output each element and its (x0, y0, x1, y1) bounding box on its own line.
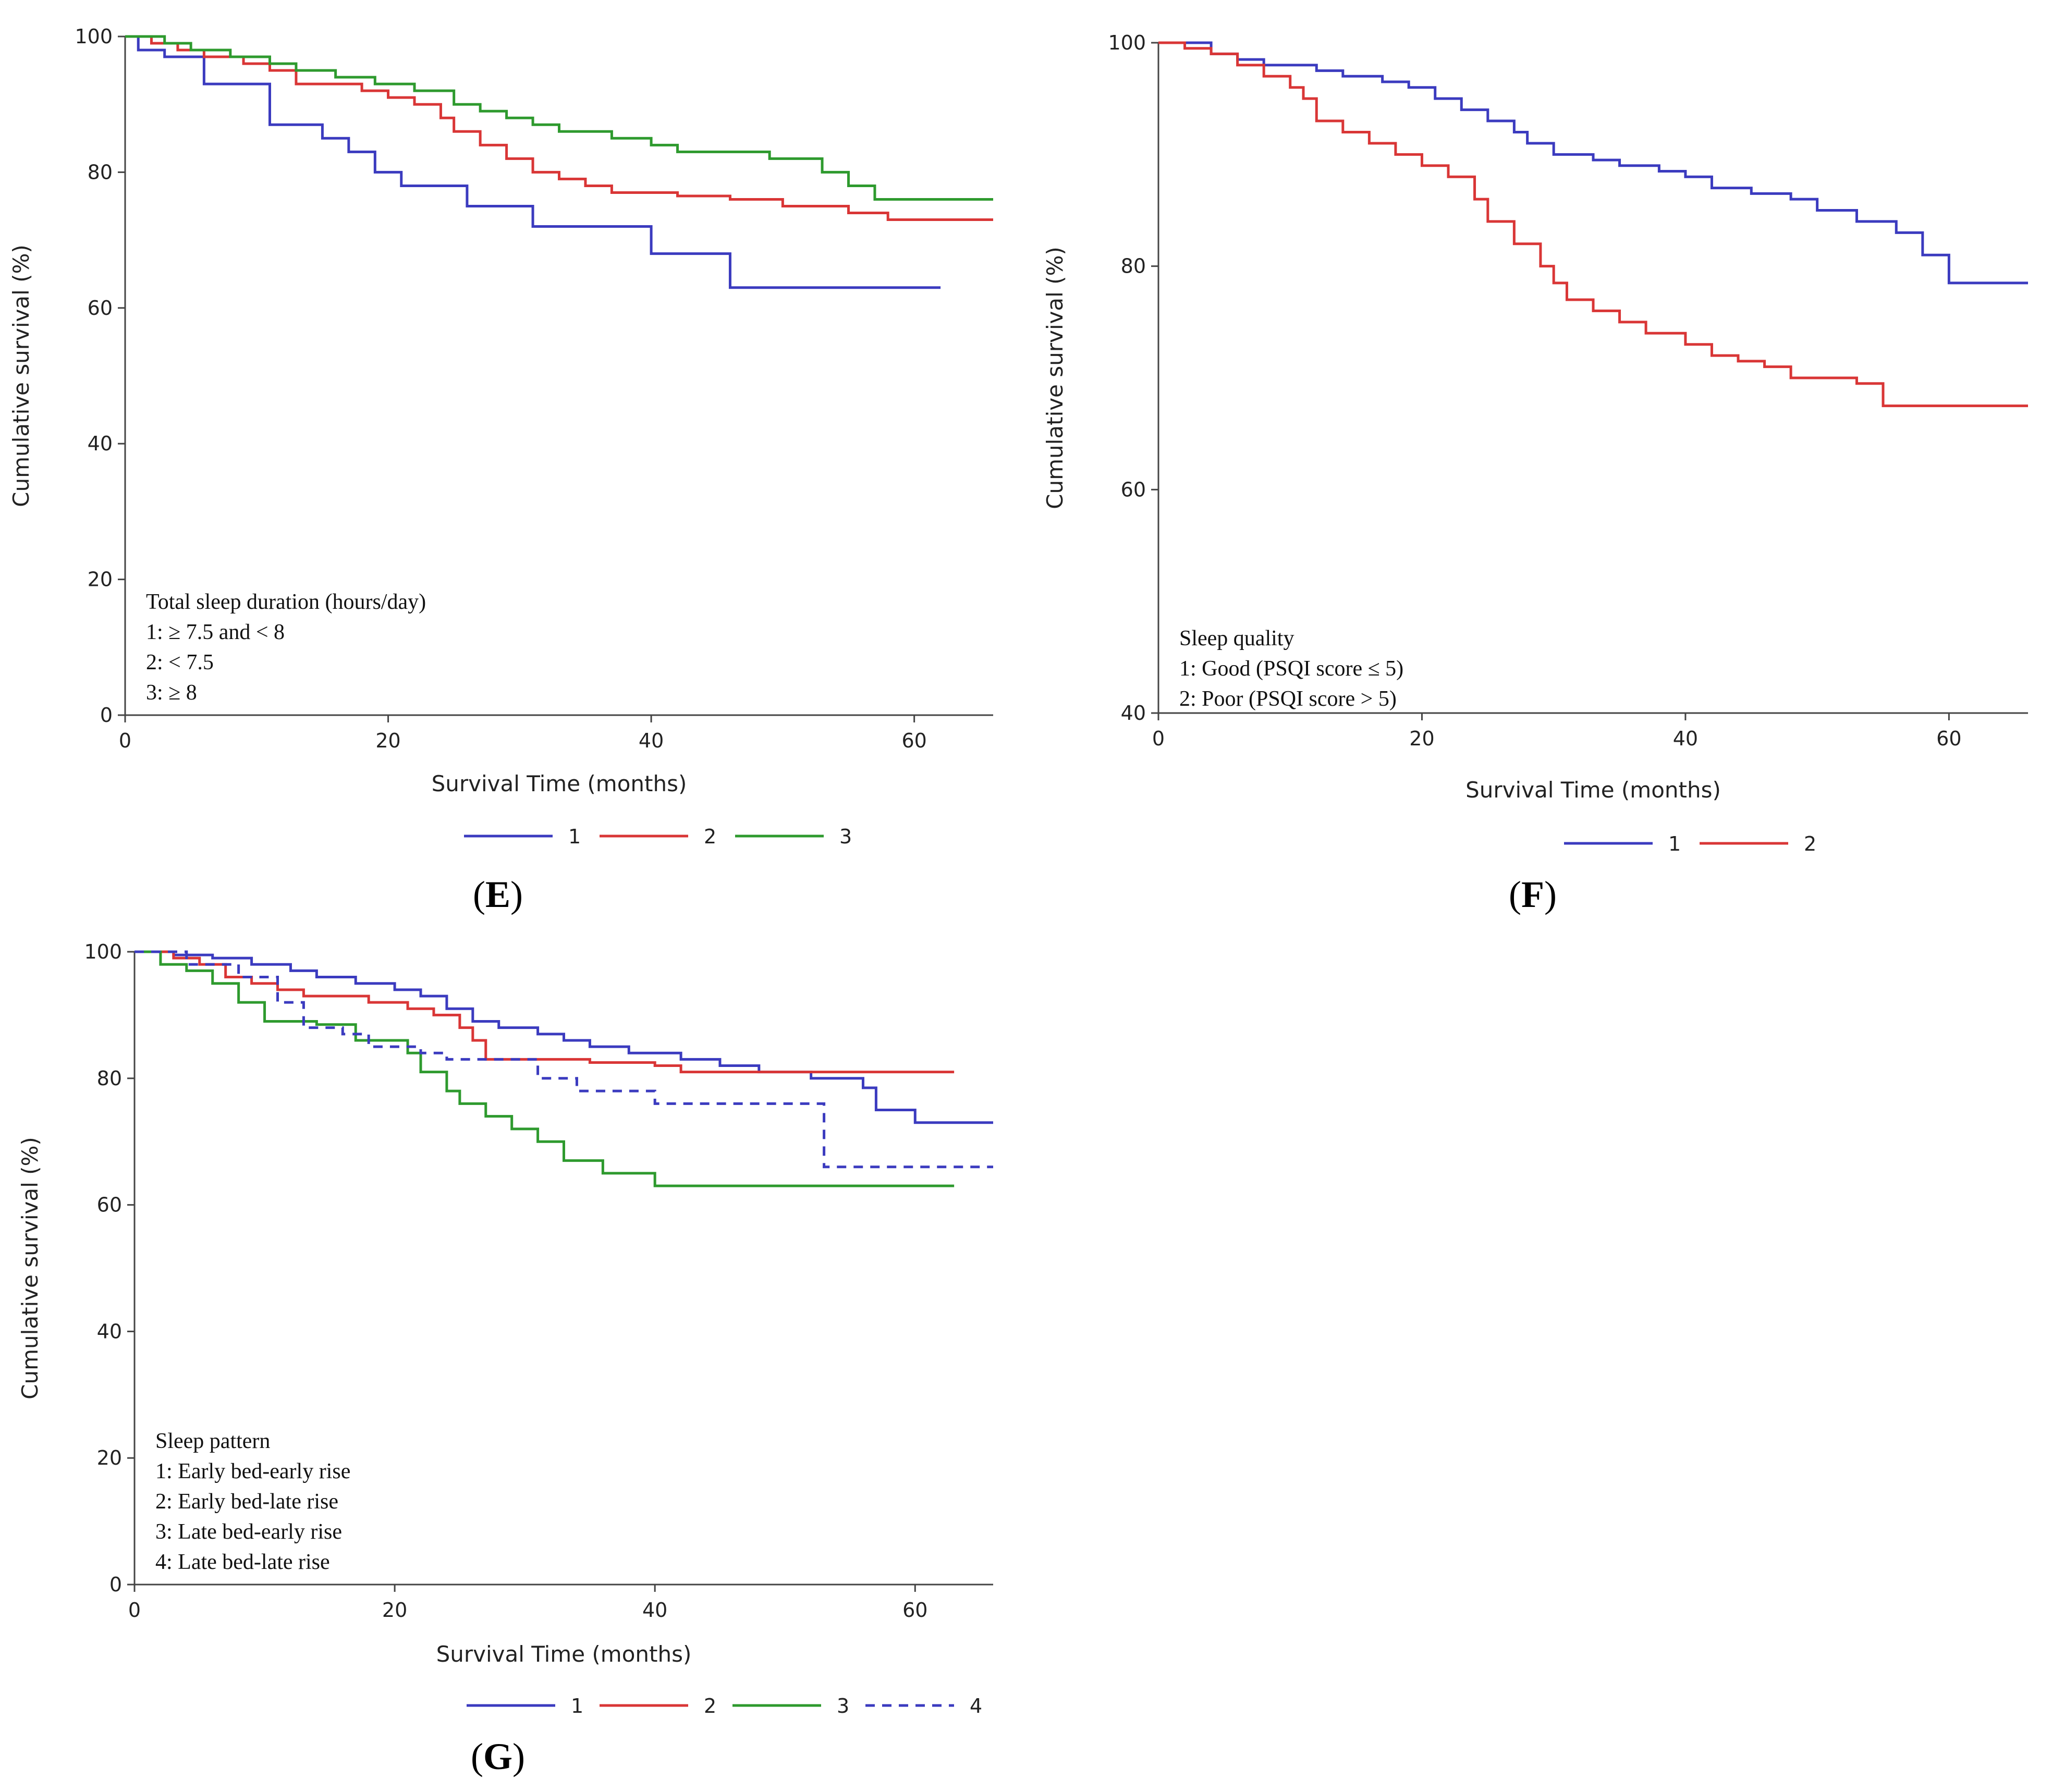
y-tick-label: 100 (84, 940, 122, 963)
series-line-4 (135, 950, 993, 1169)
legend-label-1: 1 (568, 825, 581, 848)
annotation-line: 3: Late bed-early rise (155, 1520, 342, 1544)
legend-label-2: 2 (704, 1695, 716, 1717)
y-tick-label: 60 (1121, 478, 1146, 501)
annotation-line: 1: ≥ 7.5 and < 8 (146, 620, 285, 644)
y-tick-label: 100 (75, 25, 113, 48)
x-axis-title: Survival Time (months) (436, 1641, 692, 1667)
y-tick-label: 40 (88, 432, 113, 455)
y-tick-label: 0 (100, 704, 113, 727)
chart-panel-g: 0 20 40 60 80 100 0 20 40 60 Survival Time (months… (17, 940, 993, 1777)
series-line-2 (135, 950, 955, 1074)
x-tick-label: 40 (1673, 727, 1698, 750)
x-axis-title: Survival Time (months) (432, 771, 687, 796)
legend-label-1: 1 (571, 1695, 583, 1717)
y-tick-label: 80 (1121, 255, 1146, 278)
legend-label-1: 1 (1668, 832, 1681, 855)
y-axis-title: Cumulative survival (%) (8, 244, 34, 507)
y-tick-label: 40 (97, 1320, 122, 1343)
annotation-line: 2: Early bed-late rise (155, 1490, 338, 1514)
legend-label-4: 4 (970, 1695, 982, 1717)
x-tick-label: 20 (382, 1599, 407, 1622)
y-tick-label: 40 (1121, 702, 1146, 725)
chart-panel-f: 40 60 80 100 0 20 40 60 Survival Time (months) Cu… (1042, 31, 2028, 915)
legend-label-2: 2 (704, 825, 716, 848)
y-tick-label: 60 (97, 1194, 122, 1217)
annotation-title: Sleep pattern (155, 1429, 270, 1453)
y-tick-label: 0 (109, 1573, 122, 1596)
y-tick-label: 80 (97, 1067, 122, 1090)
x-tick-label: 60 (902, 1599, 927, 1622)
annotation-line: 4: Late bed-late rise (155, 1550, 330, 1574)
legend-label-3: 3 (839, 825, 852, 848)
annotation-line: 3: ≥ 8 (146, 681, 197, 705)
series-line-1 (125, 35, 941, 289)
y-axis-title: Cumulative survival (%) (17, 1137, 43, 1400)
x-tick-label: 0 (119, 729, 131, 752)
x-tick-label: 60 (1936, 727, 1961, 750)
x-axis-title: Survival Time (months) (1465, 777, 1721, 803)
series-line-3 (125, 35, 993, 201)
panel-label: (G) (471, 1736, 525, 1777)
y-tick-label: 20 (97, 1446, 122, 1469)
x-tick-label: 60 (901, 729, 926, 752)
y-axis-title: Cumulative survival (%) (1042, 247, 1068, 509)
annotation-title: Sleep quality (1179, 627, 1294, 650)
series-line-3 (135, 950, 955, 1187)
annotation-line: 2: Poor (PSQI score > 5) (1179, 687, 1397, 711)
x-tick-label: 40 (642, 1599, 667, 1622)
x-tick-label: 0 (128, 1599, 141, 1622)
annotation-title: Total sleep duration (hours/day) (146, 590, 426, 614)
annotation-line: 1: Good (PSQI score ≤ 5) (1179, 657, 1403, 681)
y-tick-label: 20 (88, 568, 113, 591)
x-tick-label: 20 (375, 729, 400, 752)
series-line-2 (125, 35, 993, 222)
series-line-1 (1158, 41, 2028, 285)
annotation-line: 2: < 7.5 (146, 650, 214, 674)
x-tick-label: 40 (639, 729, 664, 752)
legend-label-3: 3 (837, 1695, 849, 1717)
series-line-1 (135, 950, 993, 1124)
y-tick-label: 100 (1108, 31, 1146, 54)
panel-label: (E) (473, 874, 523, 915)
y-tick-label: 60 (88, 297, 113, 320)
x-tick-label: 0 (1152, 727, 1165, 750)
annotation-line: 1: Early bed-early rise (155, 1459, 350, 1483)
x-tick-label: 20 (1409, 727, 1434, 750)
legend-label-2: 2 (1804, 832, 1816, 855)
chart-panel-e: 0 20 40 60 80 100 0 20 40 60 Survival Time (months… (8, 25, 993, 915)
series-line-2 (1158, 41, 2028, 408)
panel-label: (F) (1509, 874, 1557, 915)
y-tick-label: 80 (88, 161, 113, 183)
